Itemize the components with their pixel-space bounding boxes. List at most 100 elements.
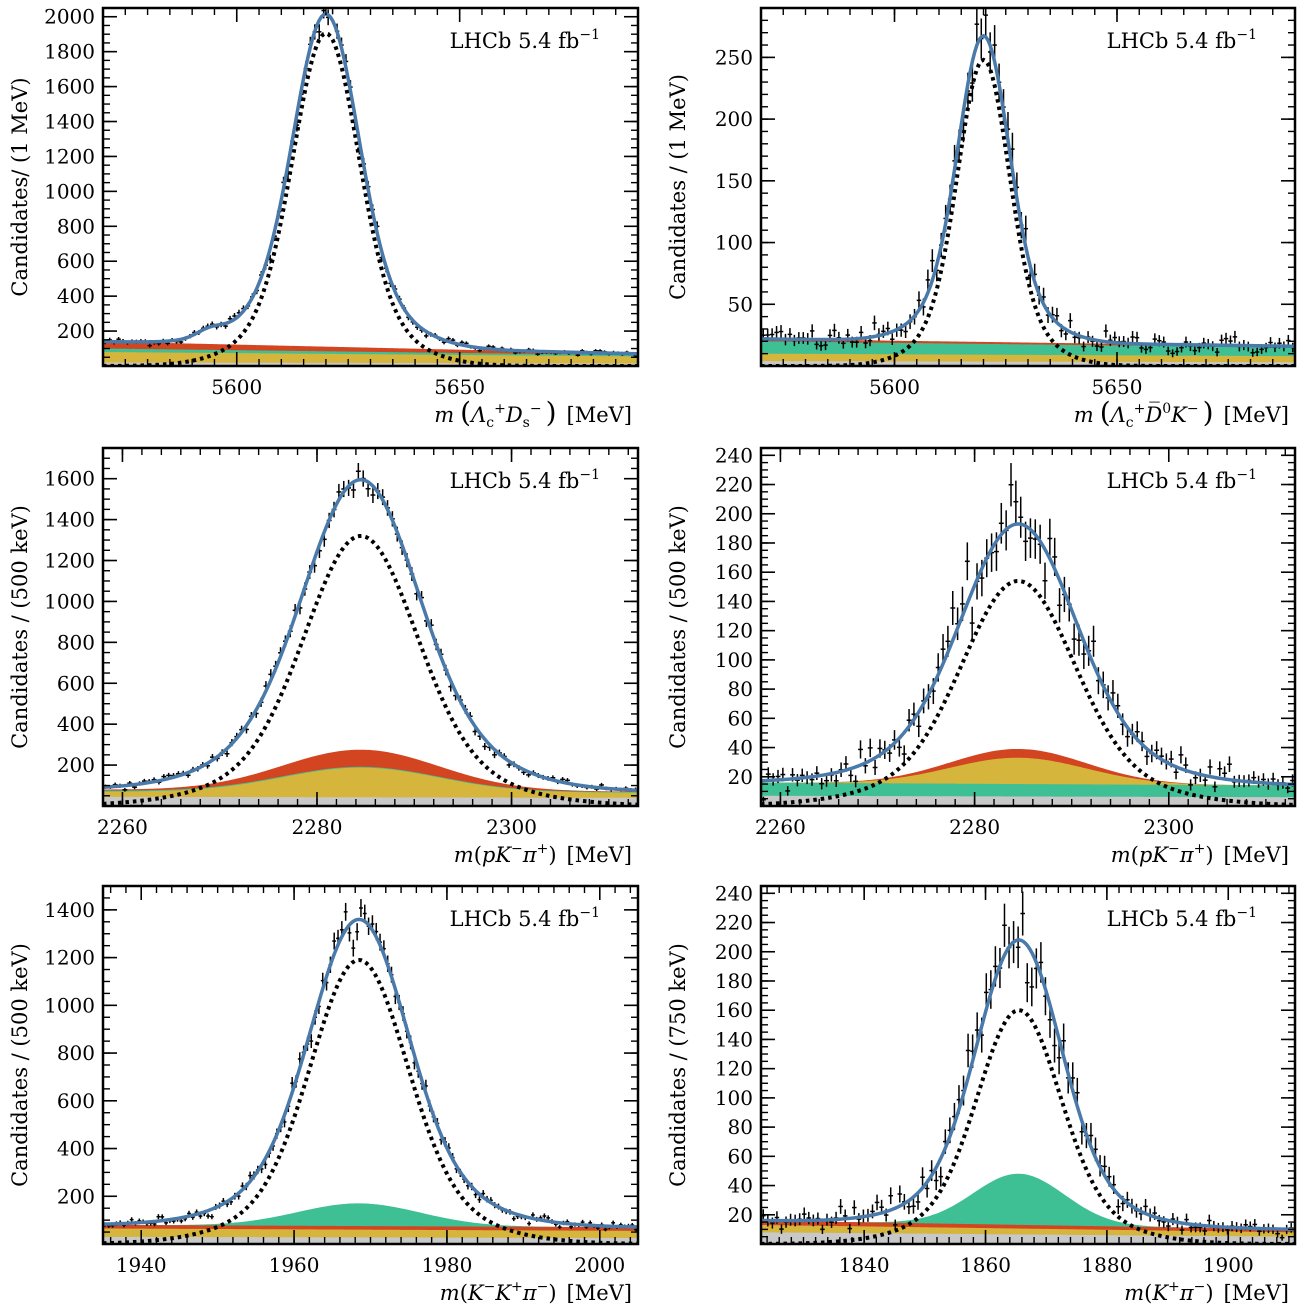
x-tick-label: 1960 (269, 1253, 320, 1277)
lhcb-label-text: LHCb 5.4 fb (1107, 469, 1237, 493)
plot-area (103, 8, 638, 366)
data-point (820, 1224, 825, 1234)
panel-middle-left: 2260 2280 2300 200 400 600 800 1000 1200 1400 1600… (8, 446, 640, 867)
data-point (1108, 334, 1113, 346)
x-label-part: ( (460, 1281, 468, 1305)
data-point (1254, 347, 1260, 357)
x-label-part: D̅ (1144, 402, 1162, 427)
data-point (847, 1223, 853, 1234)
y-tick-label: 180 (715, 531, 753, 555)
data-point (809, 324, 815, 338)
x-axis-label: m(pK−π+) [MeV] (1111, 841, 1289, 867)
x-tick-label: 1880 (1081, 1253, 1132, 1277)
y-tick-label: 600 (57, 671, 95, 695)
y-tick-label: 20 (728, 765, 753, 789)
data-point (1094, 341, 1100, 352)
data-point (1275, 1229, 1280, 1238)
data-point (915, 1194, 921, 1210)
data-point (1166, 1220, 1171, 1232)
data-point (1178, 746, 1184, 764)
total-fit-curve (761, 33, 1295, 348)
y-tick-label: 160 (715, 998, 753, 1022)
data-point (1018, 496, 1024, 538)
lhcb-label-sup: −1 (579, 467, 600, 483)
x-label-part: s (523, 415, 530, 431)
lhcb-label-sup: −1 (1236, 467, 1257, 483)
y-tick-label: 600 (57, 1089, 95, 1113)
y-tick-label: 800 (57, 214, 95, 238)
x-label-paren: ( (1100, 396, 1111, 429)
lhcb-label-text: LHCb 5.4 fb (450, 469, 580, 493)
y-axis-label: Candidates / (750 keV) (666, 943, 690, 1187)
x-tick-label: 2000 (574, 1253, 625, 1277)
axis-ticks (102, 447, 638, 807)
y-tick-label: 1800 (44, 40, 95, 64)
data-point (542, 1213, 547, 1219)
data-point (890, 333, 895, 345)
y-tick-label: 60 (728, 706, 753, 730)
data-point (531, 1212, 535, 1218)
axis-ticks (102, 7, 639, 367)
data-point (351, 481, 356, 498)
plot-area (103, 899, 638, 1244)
data-points (761, 8, 1295, 358)
background-grey (103, 796, 638, 806)
y-tick-label: 100 (715, 648, 753, 672)
data-point (1214, 348, 1220, 357)
data-point (867, 738, 873, 758)
data-point (1099, 342, 1104, 352)
y-tick-label: 20 (728, 1203, 753, 1227)
data-point (575, 353, 581, 357)
x-label-part: ) (1205, 1281, 1213, 1305)
y-tick-label: 120 (715, 619, 753, 643)
data-point (160, 1214, 165, 1220)
y-tick-label: 100 (715, 231, 753, 255)
x-tick-label: 1900 (1203, 1253, 1254, 1277)
x-label-part: pK (482, 843, 512, 867)
plot-area (761, 463, 1295, 806)
total-fit-curve (761, 938, 1295, 1232)
data-point (1068, 313, 1073, 329)
y-tick-label: 80 (728, 1115, 753, 1139)
data-point (1024, 963, 1030, 1003)
data-point (888, 1187, 893, 1205)
data-point (974, 8, 980, 45)
y-tick-label: 140 (715, 1027, 753, 1051)
y-tick-label: 1600 (44, 467, 95, 491)
data-point (1002, 903, 1007, 947)
data-point (1202, 1226, 1208, 1236)
lhcb-label-text: LHCb 5.4 fb (1107, 907, 1237, 931)
y-tick-label: 1400 (44, 898, 95, 922)
lhcb-label-sup: −1 (579, 27, 600, 43)
y-tick-label: 180 (715, 969, 753, 993)
plot-frame (101, 884, 640, 1246)
x-tick-label: 1860 (960, 1253, 1011, 1277)
data-point (210, 1214, 214, 1220)
data-point (1130, 331, 1135, 343)
panel-middle-right: 2260 2280 2300 20 40 60 80 100 120 140 160 180 200 22… (666, 443, 1297, 867)
x-label-part: ) (1205, 843, 1213, 867)
data-point (911, 1198, 916, 1214)
total-fit-curve (103, 12, 638, 356)
data-point (925, 269, 931, 291)
data-point (482, 742, 488, 750)
data-point (903, 325, 908, 339)
lhcb-label-sup: −1 (579, 905, 600, 921)
x-tick-label: 5650 (434, 375, 485, 399)
x-tick-label: 2280 (292, 815, 343, 839)
y-tick-label: 40 (728, 1174, 753, 1198)
y-tick-label: 80 (728, 677, 753, 701)
data-point (492, 751, 497, 759)
x-label-paren: ) (546, 396, 557, 429)
data-point (122, 788, 128, 792)
data-point (833, 774, 839, 787)
y-tick-label: 50 (728, 292, 753, 316)
data-point (611, 1220, 616, 1226)
data-points (103, 462, 638, 792)
data-point (1013, 480, 1019, 523)
x-label-part: + (1194, 841, 1206, 857)
data-point (872, 315, 877, 331)
data-point (1170, 349, 1175, 358)
x-label-unit: [MeV] (1224, 843, 1289, 867)
x-label-part: c (486, 415, 494, 431)
